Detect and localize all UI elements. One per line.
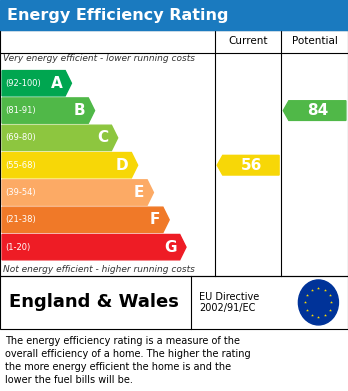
Text: Not energy efficient - higher running costs: Not energy efficient - higher running co… bbox=[3, 265, 195, 274]
Text: EU Directive: EU Directive bbox=[199, 292, 260, 301]
Text: (1-20): (1-20) bbox=[6, 243, 31, 252]
Polygon shape bbox=[2, 98, 95, 123]
Text: lower the fuel bills will be.: lower the fuel bills will be. bbox=[5, 375, 133, 385]
Polygon shape bbox=[2, 180, 153, 205]
Text: (69-80): (69-80) bbox=[6, 133, 36, 142]
Text: C: C bbox=[97, 130, 109, 145]
Polygon shape bbox=[2, 235, 186, 260]
Text: Energy Efficiency Rating: Energy Efficiency Rating bbox=[7, 7, 228, 23]
Circle shape bbox=[298, 280, 339, 325]
Text: G: G bbox=[165, 240, 177, 255]
Text: The energy efficiency rating is a measure of the: The energy efficiency rating is a measur… bbox=[5, 336, 240, 346]
Text: (21-38): (21-38) bbox=[6, 215, 36, 224]
Text: (81-91): (81-91) bbox=[6, 106, 36, 115]
Text: England & Wales: England & Wales bbox=[9, 293, 179, 312]
Text: D: D bbox=[116, 158, 129, 173]
Text: (39-54): (39-54) bbox=[6, 188, 36, 197]
Text: (92-100): (92-100) bbox=[6, 79, 41, 88]
Polygon shape bbox=[217, 155, 279, 175]
Polygon shape bbox=[2, 125, 118, 151]
Text: E: E bbox=[134, 185, 144, 200]
Text: Potential: Potential bbox=[292, 36, 338, 47]
Text: A: A bbox=[51, 76, 62, 91]
Bar bbox=[0, 0, 348, 30]
Polygon shape bbox=[2, 207, 169, 233]
Text: Current: Current bbox=[228, 36, 268, 47]
Text: 84: 84 bbox=[307, 103, 329, 118]
Bar bbox=[0, 276, 348, 329]
Text: 2002/91/EC: 2002/91/EC bbox=[199, 303, 256, 313]
Polygon shape bbox=[2, 152, 138, 178]
Bar bbox=[0, 30, 348, 276]
Text: Very energy efficient - lower running costs: Very energy efficient - lower running co… bbox=[3, 54, 196, 63]
Polygon shape bbox=[2, 70, 71, 96]
Text: F: F bbox=[150, 212, 160, 227]
Text: the more energy efficient the home is and the: the more energy efficient the home is an… bbox=[5, 362, 231, 372]
Text: 56: 56 bbox=[241, 158, 262, 173]
Polygon shape bbox=[283, 101, 346, 120]
Text: overall efficiency of a home. The higher the rating: overall efficiency of a home. The higher… bbox=[5, 349, 251, 359]
Text: B: B bbox=[74, 103, 86, 118]
Text: (55-68): (55-68) bbox=[6, 161, 36, 170]
